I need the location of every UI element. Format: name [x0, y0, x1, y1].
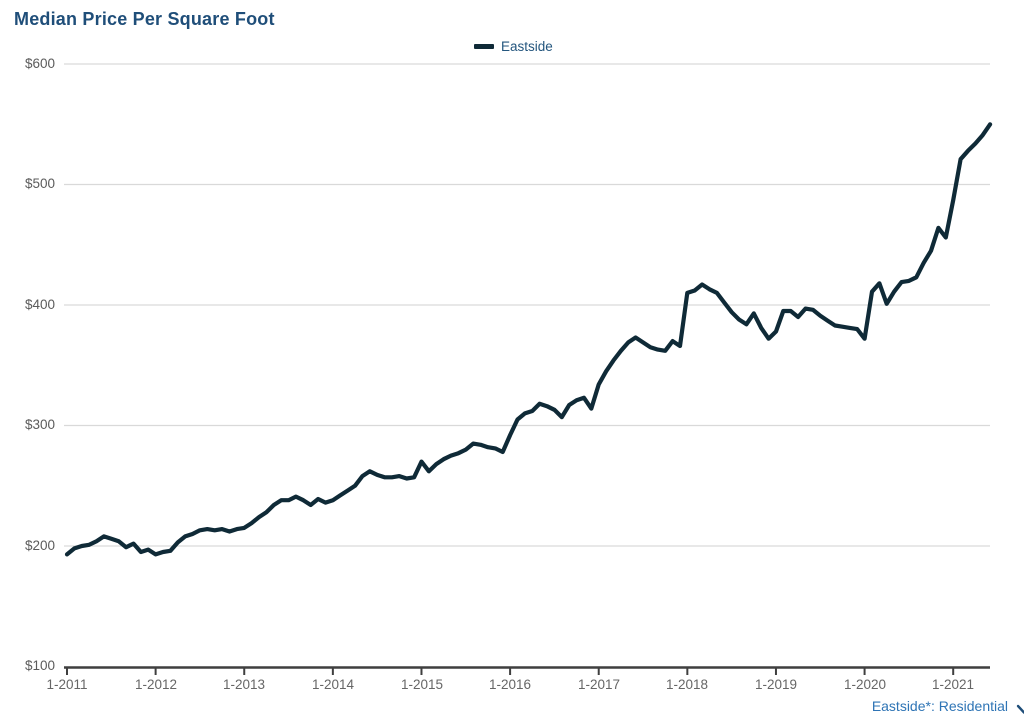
series-filter-label: Eastside*: Residential	[871, 698, 1008, 714]
x-axis-label-2013: 1-2013	[222, 677, 266, 692]
x-axis-label-2020: 1-2020	[843, 677, 887, 692]
x-axis-label-2017: 1-2017	[577, 677, 621, 692]
y-axis-label-100: $100	[24, 658, 55, 673]
chevron-down-icon	[1016, 704, 1024, 714]
series-filter-dropdown[interactable]: Eastside*: Residential	[872, 698, 1024, 715]
x-axis-label-2021: 1-2021	[931, 677, 975, 692]
y-axis-label-500: $500	[24, 176, 55, 191]
legend-label-eastside: Eastside	[501, 39, 553, 54]
x-axis-label-2011: 1-2011	[46, 677, 88, 692]
y-axis-label-400: $400	[24, 297, 55, 312]
x-axis-label-2012: 1-2012	[134, 677, 178, 692]
x-axis-label-2018: 1-2018	[665, 677, 709, 692]
price-line-eastside	[64, 122, 993, 557]
y-axis-label-200: $200	[24, 538, 55, 553]
page-title: Median Price Per Square Foot	[14, 9, 275, 29]
y-axis-label-300: $300	[24, 417, 55, 432]
x-axis-label-2019: 1-2019	[754, 677, 798, 692]
x-axis-label-2016: 1-2016	[488, 677, 532, 692]
y-axis-label-600: $600	[24, 56, 55, 71]
x-axis-label-2015: 1-2015	[400, 677, 444, 692]
legend-line-swatch-icon	[474, 44, 494, 49]
x-axis-label-2014: 1-2014	[311, 677, 355, 692]
legend[interactable]: Eastside	[474, 39, 553, 54]
